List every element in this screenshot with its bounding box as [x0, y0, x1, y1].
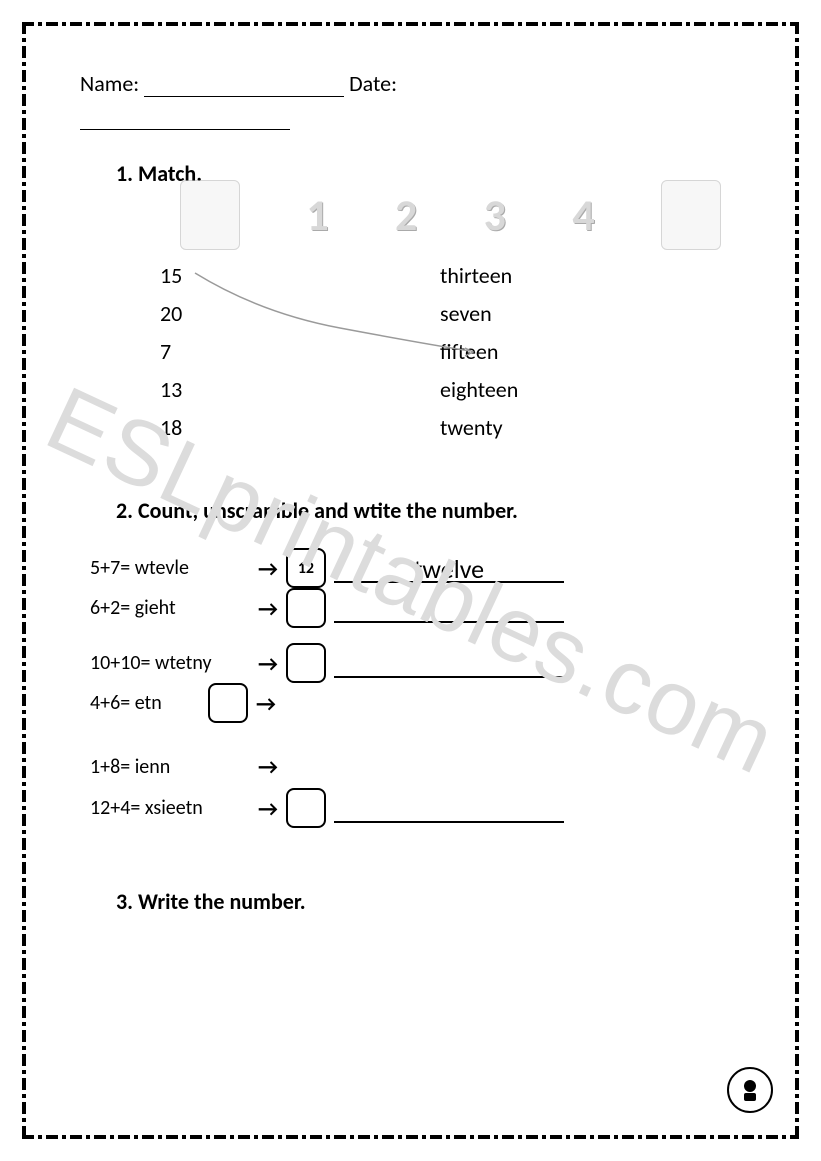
unscramble-row: 4+6= etn →: [90, 683, 276, 723]
match-row: 20 seven: [160, 295, 741, 333]
answer-line[interactable]: [334, 648, 564, 678]
arrow-icon: →: [258, 753, 278, 780]
arrow-icon: →: [258, 795, 278, 822]
unscramble-row: 12+4= xsieetn →: [90, 788, 564, 828]
match-number[interactable]: 15: [160, 257, 440, 295]
match-word[interactable]: fifteen: [440, 333, 498, 371]
unscramble-row: 5+7= wtevle → 12 twelve: [90, 548, 564, 588]
deco-number-3: 3: [484, 188, 506, 242]
section2-title: 2. Count, unscramble and wtite the numbe…: [116, 497, 741, 524]
answer-box[interactable]: [286, 588, 326, 628]
match-word[interactable]: eighteen: [440, 371, 518, 409]
match-row: 13 eighteen: [160, 371, 741, 409]
match-row: 15 thirteen: [160, 257, 741, 295]
arrow-icon: →: [258, 650, 278, 677]
arrow-icon: →: [256, 690, 276, 717]
answer-box[interactable]: [286, 788, 326, 828]
match-number[interactable]: 20: [160, 295, 440, 333]
name-input-line[interactable]: [144, 77, 344, 97]
arrow-icon: →: [258, 595, 278, 622]
header-row: Name: Date:: [80, 70, 741, 97]
match-row: 7 fifteen: [160, 333, 741, 371]
deco-number-4: 4: [572, 188, 594, 242]
unscramble-exercise: 5+7= wtevle → 12 twelve 6+2= gieht → 10+…: [90, 548, 741, 858]
answer-line[interactable]: twelve: [334, 553, 564, 583]
answer-box[interactable]: [208, 683, 248, 723]
answer-line[interactable]: [334, 593, 564, 623]
match-word[interactable]: seven: [440, 295, 492, 333]
publisher-logo: [727, 1067, 773, 1113]
answer-box[interactable]: 12: [286, 548, 326, 588]
match-number[interactable]: 18: [160, 409, 440, 447]
worksheet-content: Name: Date: 1 2 3 4 1. Match. 15 thirtee…: [40, 40, 781, 961]
answer-box[interactable]: [286, 643, 326, 683]
answer-line[interactable]: [334, 793, 564, 823]
date-line-row: [80, 103, 741, 130]
match-number[interactable]: 13: [160, 371, 440, 409]
unscramble-row: 6+2= gieht →: [90, 588, 564, 628]
child-illustration-right: [661, 180, 721, 250]
expression: 4+6= etn: [90, 691, 200, 715]
section3-title: 3. Write the number.: [116, 888, 741, 915]
child-illustration-left: [180, 180, 240, 250]
name-label: Name:: [80, 70, 139, 97]
unscramble-row: 1+8= ienn →: [90, 753, 278, 780]
match-number[interactable]: 7: [160, 333, 440, 371]
expression: 1+8= ienn: [90, 755, 250, 779]
expression: 5+7= wtevle: [90, 556, 250, 580]
match-word[interactable]: thirteen: [440, 257, 512, 295]
date-label: Date:: [349, 70, 397, 97]
unscramble-row: 10+10= wtetny →: [90, 643, 564, 683]
date-input-line[interactable]: [80, 110, 290, 130]
deco-number-1: 1: [306, 188, 328, 242]
deco-number-2: 2: [395, 188, 417, 242]
arrow-icon: →: [258, 555, 278, 582]
expression: 6+2= gieht: [90, 596, 250, 620]
decorative-numbers-row: 1 2 3 4: [180, 180, 721, 250]
expression: 10+10= wtetny: [90, 651, 250, 675]
match-word[interactable]: twenty: [440, 409, 503, 447]
match-row: 18 twenty: [160, 409, 741, 447]
expression: 12+4= xsieetn: [90, 796, 250, 820]
match-exercise[interactable]: 15 thirteen 20 seven 7 fifteen 13 eighte…: [160, 257, 741, 447]
